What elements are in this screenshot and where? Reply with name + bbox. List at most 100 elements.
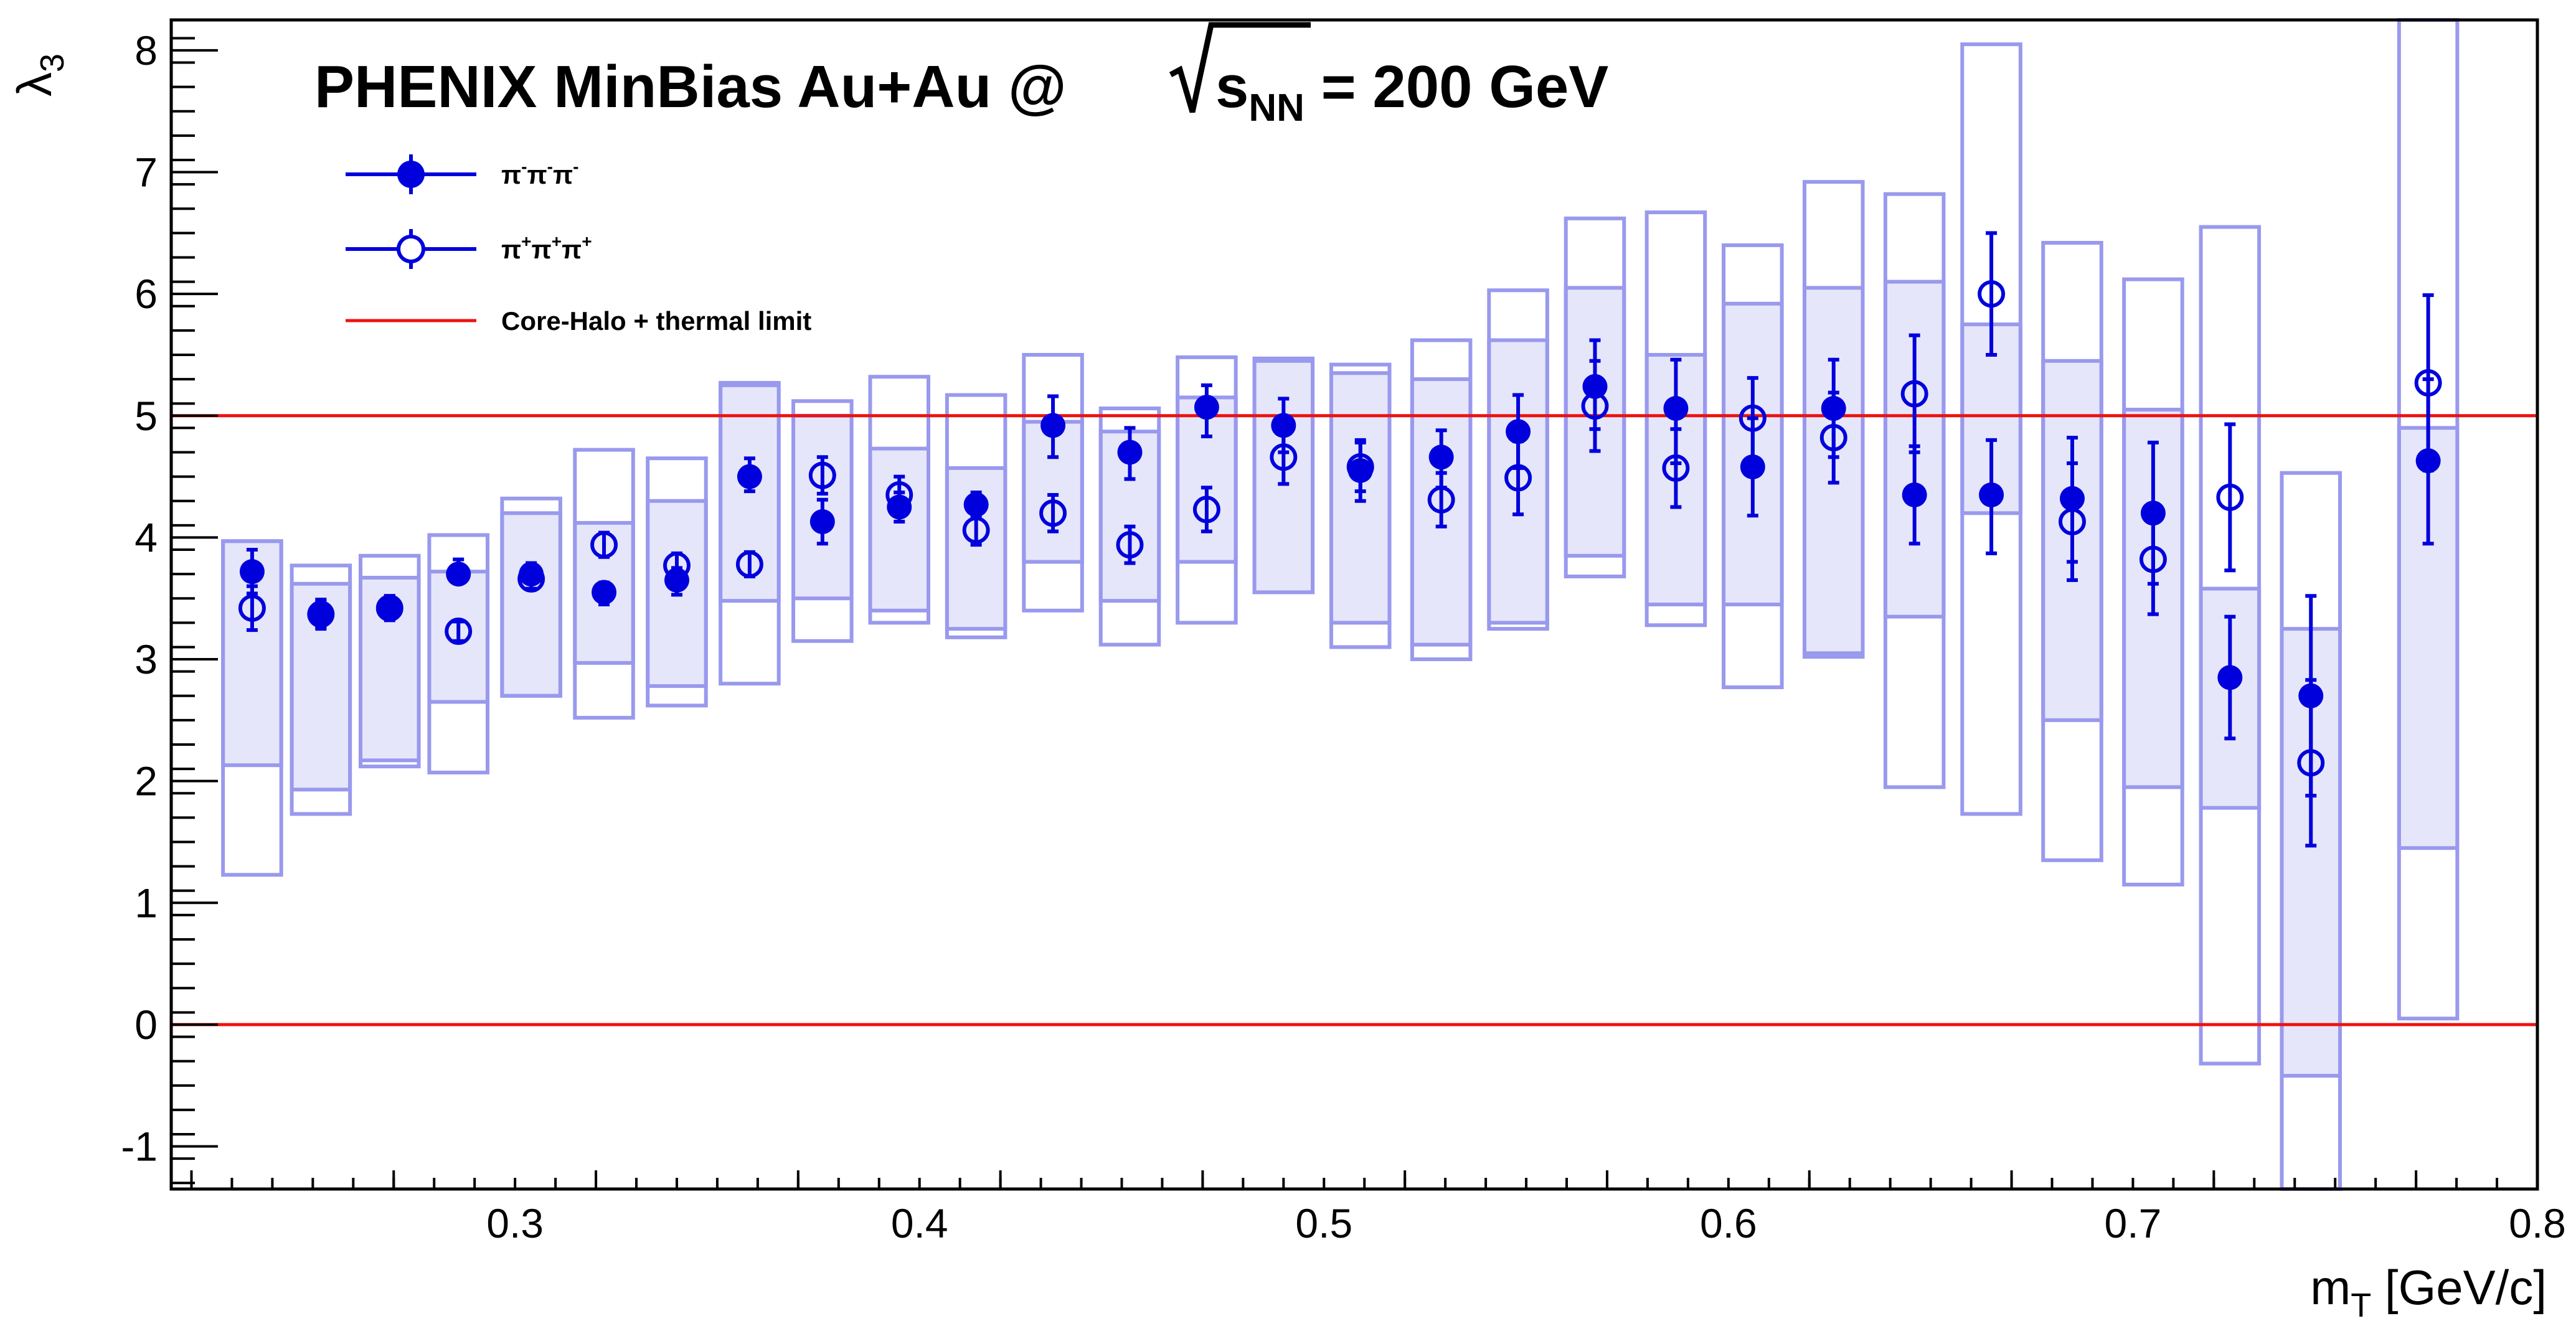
plot-title-energy: sNN = 200 GeV (1215, 54, 1608, 129)
legend-marker-open (397, 235, 425, 263)
sys-box-pi-plus-10 (945, 393, 1007, 639)
point-pi-plus-8 (808, 461, 836, 489)
point-pi-minus-2 (377, 595, 402, 621)
point-pi-plus-23 (1978, 280, 2006, 308)
point-pi-minus-7 (737, 464, 762, 489)
point-pi-minus-23 (1979, 482, 2004, 507)
y-axis-title-main: λ (7, 72, 62, 96)
sys-box-pi-plus-17 (1487, 288, 1549, 631)
x-tick-label-5: 0.8 (2509, 1200, 2566, 1246)
x-axis-title: mT [GeV/c] (2310, 1260, 2547, 1321)
systematic-error-boxes (221, 18, 2460, 1191)
sys-box-pi-plus-18 (1564, 216, 1626, 579)
sys-box-pi-plus-0 (221, 539, 283, 877)
sys-box-pi-plus-5 (573, 448, 635, 720)
point-pi-plus-21 (1819, 423, 1847, 451)
plot-title: PHENIX MinBias Au+Au @ (314, 54, 1067, 120)
point-pi-plus-14 (1270, 443, 1298, 471)
point-pi-minus-12 (1117, 440, 1143, 465)
point-pi-plus-7 (735, 550, 763, 578)
point-pi-minus-25 (2140, 501, 2166, 526)
point-pi-plus-24 (2058, 507, 2086, 535)
sys-box-pi-plus-14 (1252, 356, 1315, 595)
sys-box-pi-plus-4 (500, 496, 562, 698)
point-pi-minus-20 (1740, 454, 1765, 479)
plot-title-sub: NN (1248, 87, 1305, 129)
point-pi-plus-26 (2216, 483, 2244, 511)
point-pi-plus-4 (517, 565, 545, 593)
sys-box-pi-plus-24 (2041, 240, 2103, 862)
x-tick-label-2: 0.5 (1295, 1200, 1352, 1246)
point-pi-plus-28 (2414, 369, 2442, 397)
sys-box-pi-plus-13 (1176, 355, 1238, 625)
y-tick-label-9: 8 (134, 27, 158, 73)
sys-box-pi-plus-25 (2122, 277, 2184, 886)
x-tick-label-3: 0.6 (1700, 1200, 1757, 1246)
point-pi-minus-21 (1821, 396, 1846, 421)
point-pi-plus-9 (885, 481, 913, 509)
reference-lines (171, 414, 2537, 1027)
point-pi-plus-5 (590, 531, 618, 559)
point-pi-plus-19 (1662, 454, 1690, 482)
sys-box-pi-plus-3 (427, 533, 489, 774)
sys-box-pi-plus-8 (791, 399, 854, 643)
point-pi-minus-8 (809, 509, 835, 534)
y-tick-label-4: 3 (134, 636, 158, 682)
y-axis-title-sub: 3 (34, 54, 71, 72)
legend-marker-filled (397, 161, 425, 188)
point-pi-plus-25 (2139, 545, 2167, 573)
point-pi-minus-13 (1194, 395, 1219, 420)
x-axis-title-sub: T (2351, 1287, 2371, 1321)
point-pi-plus-22 (1900, 380, 1928, 408)
point-pi-minus-5 (592, 580, 617, 605)
sys-box-pi-plus-19 (1644, 210, 1707, 628)
x-tick-label-4: 0.7 (2105, 1200, 2162, 1246)
y-tick-label-3: 2 (134, 758, 158, 804)
y-axis-title: λ3 (7, 54, 71, 96)
y-tick-label-8: 7 (134, 149, 158, 195)
point-pi-minus-28 (2415, 448, 2441, 474)
sys-box-pi-plus-12 (1098, 407, 1161, 647)
point-pi-minus-26 (2217, 665, 2243, 690)
point-pi-minus-27 (2298, 683, 2324, 708)
point-pi-plus-15 (1346, 453, 1374, 481)
plot-frame (169, 18, 2539, 1191)
point-pi-plus-11 (1039, 499, 1067, 527)
y-tick-label-5: 4 (134, 514, 158, 560)
point-pi-minus-1 (308, 601, 334, 627)
point-pi-plus-1 (307, 600, 335, 628)
y-tick-label-7: 6 (134, 271, 158, 317)
sys-box-pi-plus-20 (1722, 243, 1784, 690)
legend-label-limit: Core-Halo + thermal limit (501, 306, 811, 336)
point-pi-plus-27 (2297, 749, 2325, 777)
sys-box-pi-plus-16 (1410, 338, 1473, 662)
sys-box-pi-plus-26 (2199, 225, 2262, 1066)
point-pi-minus-17 (1506, 419, 1531, 444)
point-pi-plus-16 (1427, 486, 1455, 514)
point-pi-minus-10 (963, 492, 989, 517)
point-pi-minus-0 (239, 559, 265, 585)
sys-box-pi-plus-11 (1022, 352, 1084, 613)
y-tick-label-2: 1 (134, 880, 158, 926)
legend-label-pi-plus: π+π+π+ (501, 232, 592, 264)
x-tick-label-0: 0.3 (486, 1200, 544, 1246)
point-pi-plus-12 (1116, 531, 1144, 559)
sys-box-pi-plus-22 (1883, 192, 1946, 789)
point-pi-minus-16 (1428, 444, 1454, 470)
plot-title-tail: = 200 GeV (1305, 54, 1608, 120)
point-pi-plus-13 (1192, 496, 1220, 524)
point-pi-plus-10 (962, 516, 990, 544)
sys-box-pi-plus-6 (646, 456, 708, 708)
point-pi-minus-3 (446, 562, 471, 587)
sys-box-pi-plus-15 (1329, 362, 1392, 649)
sys-box-pi-plus-21 (1802, 180, 1865, 659)
point-pi-minus-14 (1271, 413, 1296, 438)
point-pi-plus-0 (238, 594, 266, 622)
point-pi-plus-2 (375, 594, 403, 622)
data-points (238, 280, 2442, 777)
point-pi-plus-20 (1739, 404, 1767, 432)
plot-title-s: s (1215, 54, 1248, 120)
y-tick-label-0: -1 (121, 1124, 158, 1170)
plot-title-main: PHENIX MinBias Au+Au @ (314, 54, 1067, 120)
